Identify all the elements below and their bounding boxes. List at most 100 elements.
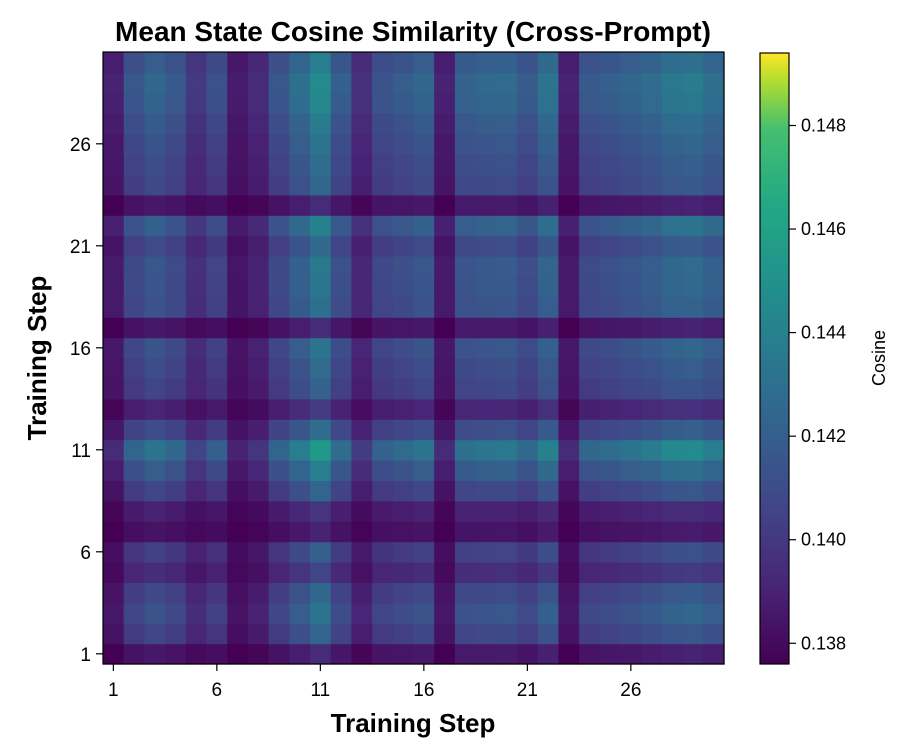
heatmap-cell: [475, 460, 497, 481]
heatmap-cell: [661, 194, 684, 216]
heatmap-cell: [392, 541, 415, 563]
heatmap-cell: [579, 133, 601, 155]
heatmap-cell: [537, 500, 559, 522]
heatmap-cell: [123, 398, 145, 420]
heatmap-cell: [682, 521, 704, 543]
heatmap-cell: [454, 194, 477, 216]
heatmap-cell: [310, 256, 332, 277]
heatmap-cell: [310, 582, 332, 604]
heatmap-cell: [310, 215, 332, 237]
heatmap-cell: [517, 215, 539, 237]
heatmap-cell: [434, 439, 456, 461]
heatmap-cell: [392, 256, 415, 277]
heatmap-cell: [185, 378, 208, 400]
heatmap-cell: [310, 92, 332, 114]
heatmap-cell: [144, 52, 166, 73]
heatmap-cell: [682, 398, 704, 420]
heatmap-cell: [641, 256, 663, 277]
heatmap-cell: [537, 174, 559, 196]
heatmap-cell: [103, 358, 125, 379]
heatmap-cell: [537, 541, 559, 563]
heatmap-cell: [206, 521, 228, 543]
heatmap-cell: [496, 562, 518, 583]
heatmap-cell: [413, 460, 435, 481]
heatmap-cell: [661, 92, 684, 114]
heatmap-cell: [144, 194, 166, 216]
heatmap-cell: [103, 194, 125, 216]
heatmap-cell: [310, 337, 332, 359]
heatmap-cell: [434, 72, 456, 94]
heatmap-cell: [247, 256, 270, 277]
heatmap-cell: [599, 72, 622, 94]
heatmap-cell: [599, 296, 622, 318]
heatmap-cell: [247, 215, 270, 237]
heatmap-cell: [620, 480, 642, 502]
heatmap-cell: [185, 623, 208, 645]
heatmap-cell: [434, 521, 456, 543]
heatmap-cell: [330, 358, 352, 379]
heatmap-cell: [103, 113, 125, 135]
heatmap-cell: [351, 92, 373, 114]
heatmap-cell: [227, 419, 249, 441]
heatmap-cell: [144, 174, 166, 196]
heatmap-cell: [641, 562, 663, 583]
heatmap-cell: [413, 154, 435, 175]
heatmap-cell: [123, 582, 145, 604]
heatmap-cell: [372, 460, 394, 481]
heatmap-cell: [703, 582, 725, 604]
heatmap-cell: [454, 337, 477, 359]
heatmap-cell: [392, 174, 415, 196]
heatmap-cell: [268, 500, 290, 522]
heatmap-cell: [165, 92, 187, 114]
heatmap-cell: [620, 439, 642, 461]
heatmap-cell: [703, 133, 725, 155]
y-tick-label: 6: [80, 543, 91, 564]
heatmap-cell: [434, 541, 456, 563]
heatmap-cell: [372, 174, 394, 196]
heatmap-cell: [558, 317, 580, 339]
heatmap-cell: [537, 398, 559, 420]
heatmap-cell: [185, 419, 208, 441]
heatmap-cell: [537, 480, 559, 502]
heatmap-cell: [123, 133, 145, 155]
heatmap-cell: [165, 541, 187, 563]
heatmap-cell: [454, 358, 477, 379]
heatmap-cell: [227, 154, 249, 175]
heatmap-cell: [351, 235, 373, 257]
heatmap-cell: [475, 235, 497, 257]
heatmap-cell: [641, 52, 663, 73]
heatmap-cell: [206, 623, 228, 645]
heatmap-cell: [496, 276, 518, 298]
heatmap-cell: [268, 92, 290, 114]
heatmap-cell: [185, 460, 208, 481]
heatmap-cell: [372, 296, 394, 318]
heatmap-cell: [475, 398, 497, 420]
heatmap-cell: [703, 337, 725, 359]
heatmap-cell: [496, 194, 518, 216]
heatmap-cell: [392, 72, 415, 94]
colorbar-ticks: 0.138 0.140 0.142 0.144 0.146 0.148: [789, 115, 846, 653]
heatmap-cell: [413, 215, 435, 237]
heatmap-cell: [123, 460, 145, 481]
heatmap-cell: [330, 460, 352, 481]
heatmap-cell: [310, 480, 332, 502]
heatmap-cell: [475, 72, 497, 94]
heatmap-cell: [289, 113, 311, 135]
heatmap-cell: [247, 133, 270, 155]
heatmap-cell: [537, 92, 559, 114]
heatmap-cell: [351, 398, 373, 420]
heatmap-cell: [227, 623, 249, 645]
heatmap-cell: [599, 235, 622, 257]
heatmap-cell: [579, 276, 601, 298]
heatmap-cell: [227, 541, 249, 563]
heatmap-cell: [434, 133, 456, 155]
heatmap-cell: [434, 398, 456, 420]
heatmap-cell: [103, 398, 125, 420]
heatmap-cell: [185, 215, 208, 237]
heatmap-cell: [310, 521, 332, 543]
heatmap-cell: [620, 378, 642, 400]
heatmap-cell: [475, 623, 497, 645]
heatmap-cell: [413, 72, 435, 94]
heatmap-cell: [558, 133, 580, 155]
heatmap-cell: [517, 460, 539, 481]
